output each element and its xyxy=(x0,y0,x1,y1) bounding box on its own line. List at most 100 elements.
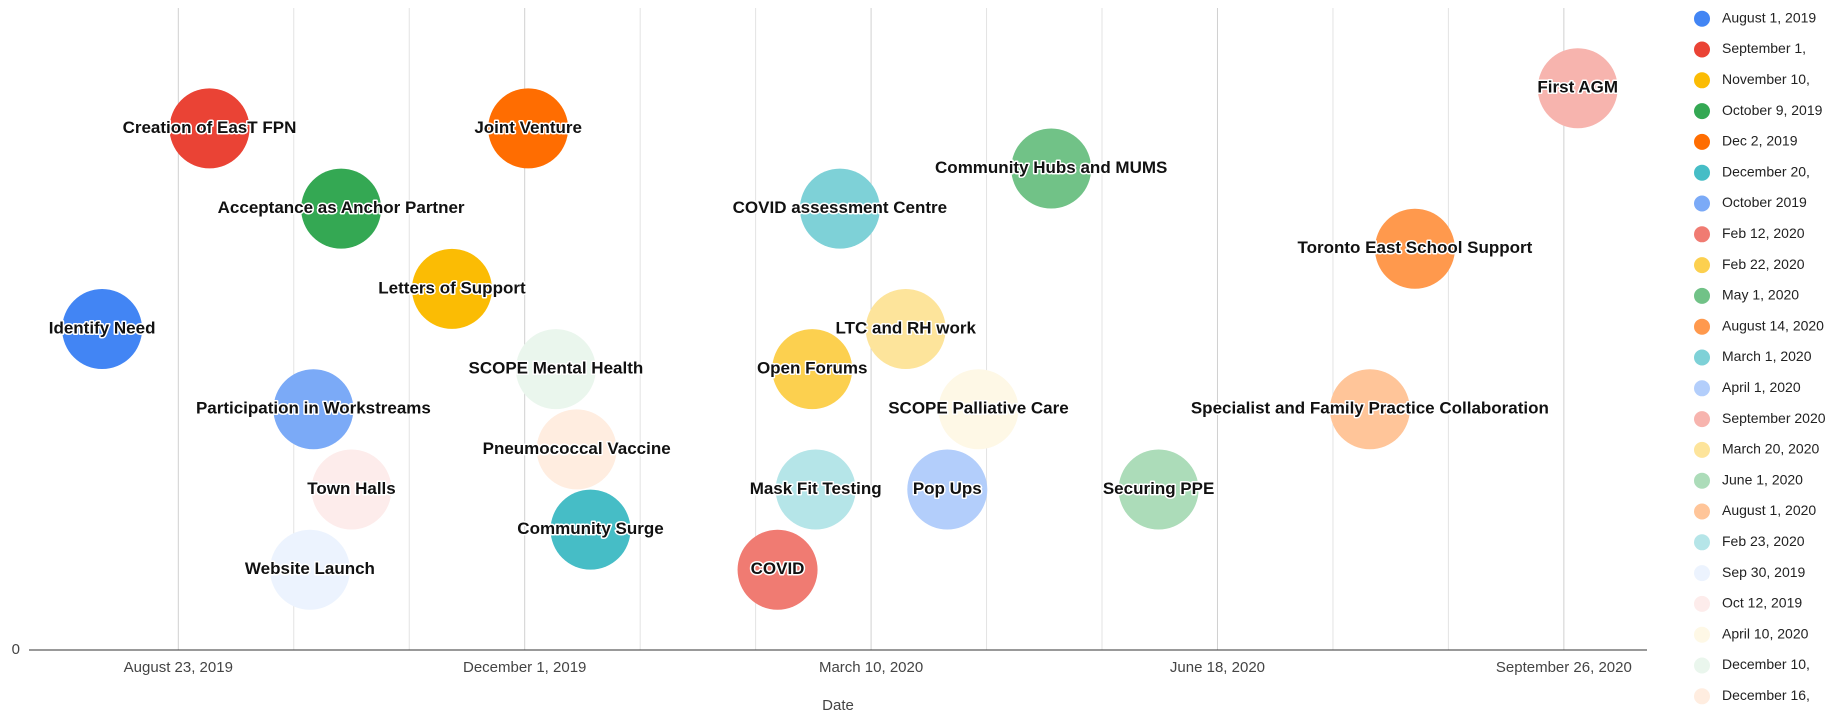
bubble xyxy=(737,529,818,610)
legend-swatch xyxy=(1694,380,1710,397)
bubble-label: Acceptance as Anchor Partner xyxy=(218,198,465,217)
bubble xyxy=(907,449,988,530)
bubble xyxy=(799,168,880,249)
legend-swatch xyxy=(1694,318,1710,335)
legend-label: Feb 22, 2020 xyxy=(1722,256,1805,272)
legend-swatch xyxy=(1694,411,1710,428)
legend-label: December 16, xyxy=(1722,687,1810,703)
bubble xyxy=(1118,449,1199,530)
legend-swatch xyxy=(1694,133,1710,150)
legend-swatch xyxy=(1694,164,1710,181)
legend-label: Feb 23, 2020 xyxy=(1722,533,1805,549)
bubble-label: Identify Need xyxy=(49,318,156,337)
bubble xyxy=(62,289,143,369)
legend-label: March 20, 2020 xyxy=(1722,441,1819,457)
bubble-label: COVID xyxy=(751,559,805,578)
x-tick-label: August 23, 2019 xyxy=(124,659,233,676)
bubble xyxy=(1329,369,1410,450)
bubble-label: Participation in Workstreams xyxy=(196,399,431,418)
bubble-label: Specialist and Family Practice Collabora… xyxy=(1191,399,1549,418)
legend-label: August 1, 2019 xyxy=(1722,9,1816,25)
legend-swatch xyxy=(1694,626,1710,643)
bubble xyxy=(488,88,569,169)
legend-swatch xyxy=(1694,595,1710,612)
legend-label: December 10, xyxy=(1722,656,1810,672)
legend-label: Feb 12, 2020 xyxy=(1722,225,1805,241)
x-tick-label: March 10, 2020 xyxy=(819,659,923,676)
x-tick-label: December 1, 2019 xyxy=(463,659,586,676)
bubble xyxy=(273,369,354,450)
bubble-label: First AGM xyxy=(1537,78,1618,97)
bubble-label: Pneumococcal Vaccine xyxy=(483,439,671,458)
x-axis-title: Date xyxy=(822,697,854,714)
legend-swatch xyxy=(1694,534,1710,551)
legend-swatch xyxy=(1694,287,1710,304)
bubble xyxy=(775,449,856,530)
bubble xyxy=(938,369,1019,450)
legend-label: May 1, 2020 xyxy=(1722,287,1799,303)
legend-label: March 1, 2020 xyxy=(1722,348,1812,364)
legend-swatch xyxy=(1694,503,1710,520)
legend-label: December 20, xyxy=(1722,163,1810,179)
bubble-label: LTC and RH work xyxy=(836,318,977,337)
bubble xyxy=(269,529,350,610)
bubble xyxy=(515,329,596,410)
legend-swatch xyxy=(1694,103,1710,120)
legend-label: September 2020 xyxy=(1722,410,1826,426)
legend-label: September 1, xyxy=(1722,40,1806,56)
bubble-labels: Identify Need Creation of EasT FPN Letters… xyxy=(47,76,1619,580)
bubble-label: Community Surge xyxy=(517,519,663,538)
legend-swatch xyxy=(1694,565,1710,582)
legend-swatch xyxy=(1694,72,1710,89)
legend-label: August 14, 2020 xyxy=(1722,317,1824,333)
legend-swatch xyxy=(1694,41,1710,58)
legend-label: April 10, 2020 xyxy=(1722,625,1809,641)
bubble-label: Creation of EasT FPN xyxy=(123,118,297,137)
x-tick-label: September 26, 2020 xyxy=(1496,659,1632,676)
bubble-label: Mask Fit Testing xyxy=(750,479,882,498)
bubble xyxy=(550,489,631,570)
bubble-label: Website Launch xyxy=(245,559,375,578)
legend-label: October 9, 2019 xyxy=(1722,102,1823,118)
legend-label: Sep 30, 2019 xyxy=(1722,564,1806,580)
legend-label: August 1, 2020 xyxy=(1722,502,1816,518)
legend-label: November 10, xyxy=(1722,71,1810,87)
bubble-label: Toronto East School Support xyxy=(1297,238,1532,257)
bubble-label: Letters of Support xyxy=(378,278,526,297)
bubble-label: SCOPE Palliative Care xyxy=(888,399,1068,418)
bubble-label: Community Hubs and MUMS xyxy=(935,158,1167,177)
bubble-label: Joint Venture xyxy=(474,118,582,137)
bubble xyxy=(169,88,250,169)
legend-label: June 1, 2020 xyxy=(1722,471,1803,487)
bubbles xyxy=(62,48,1618,610)
bubble-label: SCOPE Mental Health xyxy=(468,359,643,378)
bubble-label: Pop Ups xyxy=(913,479,982,498)
bubble-label: Town Halls xyxy=(307,479,395,498)
y-tick-label: 0 xyxy=(12,641,20,658)
legend-swatch xyxy=(1694,441,1710,458)
bubble xyxy=(1374,208,1455,289)
legend-label: Oct 12, 2019 xyxy=(1722,595,1802,611)
bubble xyxy=(311,449,392,530)
bubble xyxy=(411,248,492,329)
legend-swatch xyxy=(1694,195,1710,212)
legend-swatch xyxy=(1694,257,1710,274)
legend-swatch xyxy=(1694,657,1710,674)
legend-swatch xyxy=(1694,226,1710,243)
bubble-label: Open Forums xyxy=(757,359,868,378)
bubble xyxy=(865,289,946,369)
bubble xyxy=(1537,48,1618,129)
legend-label: Dec 2, 2019 xyxy=(1722,133,1798,149)
legend-swatch xyxy=(1694,688,1710,705)
x-tick-label: June 18, 2020 xyxy=(1170,659,1265,676)
bubble xyxy=(772,329,853,410)
bubble xyxy=(1011,128,1092,209)
bubble xyxy=(536,409,617,490)
legend-swatch xyxy=(1694,10,1710,27)
legend-swatch xyxy=(1694,349,1710,366)
bubble-label: Securing PPE xyxy=(1103,479,1214,498)
grid xyxy=(177,8,1565,650)
legend-swatch xyxy=(1694,472,1710,489)
legend-label: April 1, 2020 xyxy=(1722,379,1801,395)
